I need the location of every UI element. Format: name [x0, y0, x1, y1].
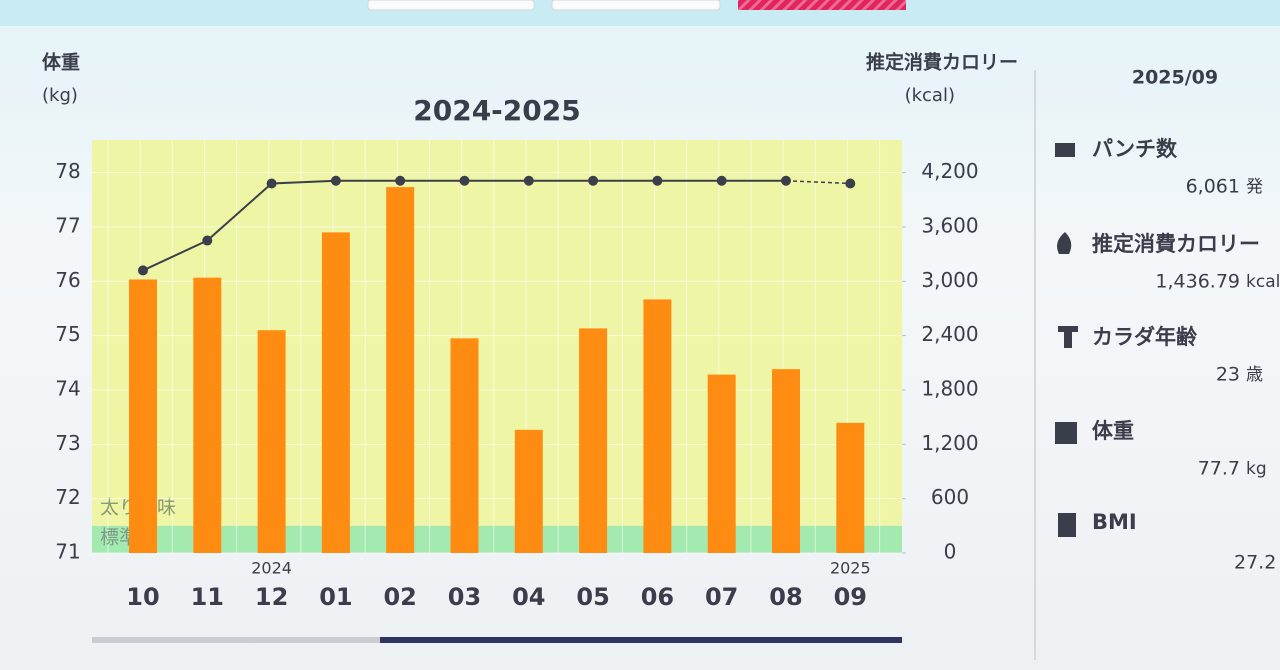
bar: [257, 330, 286, 553]
weight-point: [138, 265, 148, 276]
summary-unit: kg: [1246, 459, 1267, 479]
scroll-track[interactable]: [92, 637, 380, 643]
bar: [450, 338, 479, 553]
summary-value: 77.7: [1198, 458, 1240, 480]
weight-point: [716, 175, 727, 186]
summary-icon: [1055, 422, 1077, 444]
year-label: 2024: [251, 559, 292, 578]
y2-tick-label: 3,000: [921, 268, 978, 292]
x-tick-label: 07: [705, 583, 738, 611]
y2-tick-label: 4,200: [921, 159, 978, 183]
year-label: 2025: [830, 559, 871, 578]
summary-value: 23: [1216, 364, 1240, 386]
y-tick-label: 78: [55, 159, 80, 183]
x-tick-label: 04: [512, 583, 545, 611]
weight-point: [202, 235, 213, 246]
tab-button[interactable]: [367, 0, 535, 11]
x-tick-label: 02: [383, 583, 416, 611]
summary-value: 6,061: [1186, 176, 1240, 198]
x-tick-label: 10: [126, 583, 159, 611]
y2-axis-unit: (kcal): [905, 85, 955, 106]
y2-tick-label: 3,600: [921, 213, 978, 237]
bar: [321, 232, 350, 553]
weight-point: [395, 175, 406, 186]
x-tick-label: 09: [834, 583, 867, 611]
tab-button[interactable]: [551, 0, 721, 11]
bar: [836, 422, 865, 553]
y-tick-label: 74: [55, 376, 80, 400]
bar: [643, 299, 672, 553]
y2-tick-label: 1,200: [921, 431, 978, 455]
tab-button-active[interactable]: [738, 0, 906, 10]
y-tick-label: 71: [55, 540, 80, 564]
x-tick-label: 12: [255, 583, 288, 611]
chart-title: 2024-2025: [413, 94, 580, 127]
summary-label: パンチ数: [1092, 137, 1178, 161]
y2-tick-label: 2,400: [921, 322, 978, 346]
weight-point: [459, 175, 470, 186]
weight-point: [845, 178, 856, 189]
y-tick-label: 76: [55, 268, 80, 292]
summary-label: 推定消費カロリー: [1092, 232, 1260, 256]
summary-value: 1,436.79: [1155, 271, 1240, 293]
scroll-thumb[interactable]: [380, 637, 902, 643]
summary-unit: kcal: [1246, 272, 1280, 292]
x-tick-label: 06: [641, 583, 674, 611]
bar: [772, 369, 800, 553]
bar: [579, 328, 608, 553]
summary-label: カラダ年齢: [1092, 325, 1198, 349]
summary-icon: [1055, 143, 1075, 157]
zone-label: 標準: [100, 527, 138, 549]
bar: [514, 429, 543, 553]
zone: [92, 140, 902, 526]
weight-line-projected: [785, 180, 851, 185]
bar: [386, 187, 415, 553]
y2-tick-label: 600: [931, 485, 969, 509]
x-tick-label: 08: [769, 583, 802, 611]
bar: [707, 374, 736, 553]
y-axis-unit: (kg): [42, 85, 78, 106]
y-tick-label: 73: [55, 431, 80, 455]
y-tick-label: 77: [55, 213, 80, 237]
y2-tick-label: 0: [944, 540, 957, 564]
summary-label: BMI: [1092, 510, 1137, 534]
summary-icon: [1057, 232, 1072, 254]
x-tick-label: 05: [576, 583, 609, 611]
y2-axis-title: 推定消費カロリー: [866, 51, 1018, 74]
zone: [92, 525, 902, 553]
summary-icon: [1058, 326, 1078, 348]
y-axis-title: 体重: [42, 51, 80, 74]
x-tick-label: 03: [448, 583, 481, 611]
x-tick-label: 11: [191, 583, 224, 611]
weight-point: [652, 175, 663, 186]
summary-icon: [1058, 513, 1076, 537]
x-tick-label: 01: [319, 583, 352, 611]
summary-date: 2025/09: [1132, 67, 1218, 89]
summary-value: 27.2: [1234, 552, 1276, 574]
weight-point: [330, 175, 341, 186]
y2-tick-label: 1,800: [921, 376, 978, 400]
weight-point: [266, 178, 277, 189]
summary-unit: 発: [1246, 177, 1263, 197]
y-tick-label: 75: [55, 322, 80, 346]
weight-point: [523, 175, 534, 186]
weight-point: [781, 175, 791, 186]
bar: [193, 277, 222, 553]
summary-unit: 歳: [1246, 365, 1263, 385]
summary-label: 体重: [1092, 419, 1134, 443]
bar: [129, 279, 157, 553]
y-tick-label: 72: [55, 485, 80, 509]
weight-point: [588, 175, 599, 186]
